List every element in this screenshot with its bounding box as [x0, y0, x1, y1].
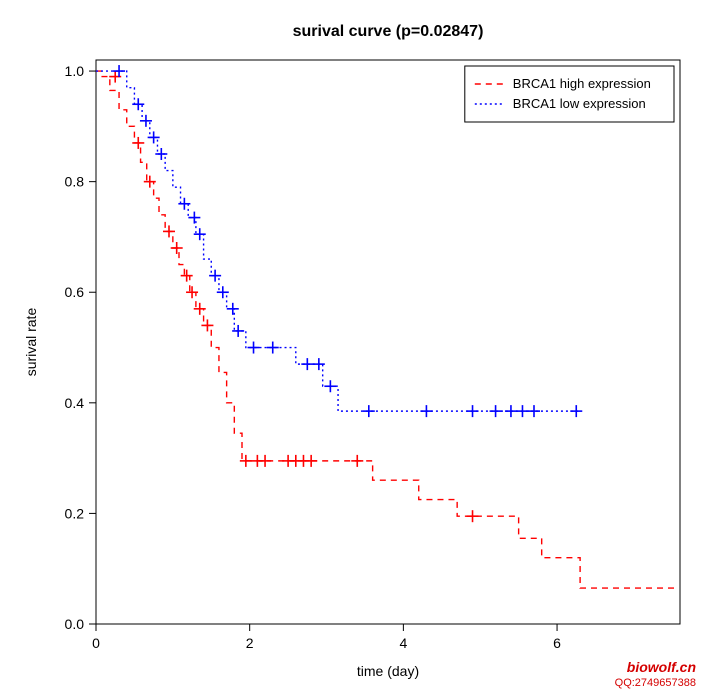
- legend-label: BRCA1 low expression: [513, 96, 646, 111]
- x-tick-label: 2: [246, 635, 254, 651]
- y-tick-label: 0.0: [65, 616, 85, 632]
- watermark-line2: QQ:2749657388: [615, 677, 696, 689]
- chart-title: surival curve (p=0.02847): [293, 23, 484, 40]
- y-tick-label: 0.6: [65, 284, 85, 300]
- y-tick-label: 0.8: [65, 174, 85, 190]
- y-tick-label: 1.0: [65, 63, 85, 79]
- x-tick-label: 4: [399, 635, 407, 651]
- y-tick-label: 0.2: [65, 505, 85, 521]
- legend-label: BRCA1 high expression: [513, 76, 651, 91]
- legend: BRCA1 high expression BRCA1 low expressio…: [465, 66, 674, 122]
- survival-chart: 0 2 4 6 0.0 0.2 0.4 0.6 0.8 1.0 surival curve (p=0…: [0, 0, 704, 696]
- x-axis-label: time (day): [357, 663, 419, 679]
- watermark-line1: biowolf.cn: [627, 659, 696, 675]
- x-tick-label: 0: [92, 635, 100, 651]
- y-axis-label: surival rate: [23, 308, 39, 377]
- y-tick-label: 0.4: [65, 395, 85, 411]
- x-tick-label: 6: [553, 635, 561, 651]
